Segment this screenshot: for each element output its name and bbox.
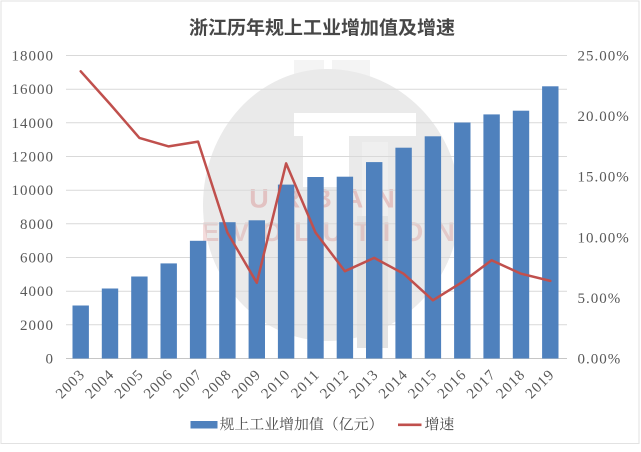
svg-text:16000: 16000 (12, 82, 55, 98)
svg-text:12000: 12000 (12, 150, 55, 166)
svg-text:4000: 4000 (20, 284, 54, 300)
svg-text:5.00%: 5.00% (578, 291, 622, 307)
svg-text:EVOLUTION: EVOLUTION (201, 217, 467, 247)
svg-text:25.00%: 25.00% (578, 49, 630, 65)
svg-text:15.00%: 15.00% (578, 170, 630, 186)
svg-text:2000: 2000 (20, 318, 54, 334)
svg-text:0: 0 (46, 352, 55, 368)
svg-text:20.00%: 20.00% (578, 109, 630, 125)
svg-text:8000: 8000 (20, 217, 54, 233)
svg-text:0.00%: 0.00% (578, 352, 622, 368)
svg-text:14000: 14000 (12, 116, 55, 132)
svg-text:18000: 18000 (12, 49, 55, 65)
svg-text:10.00%: 10.00% (578, 230, 630, 246)
svg-text:URBAN: URBAN (249, 184, 407, 214)
svg-text:10000: 10000 (12, 183, 55, 199)
svg-text:6000: 6000 (20, 251, 54, 267)
